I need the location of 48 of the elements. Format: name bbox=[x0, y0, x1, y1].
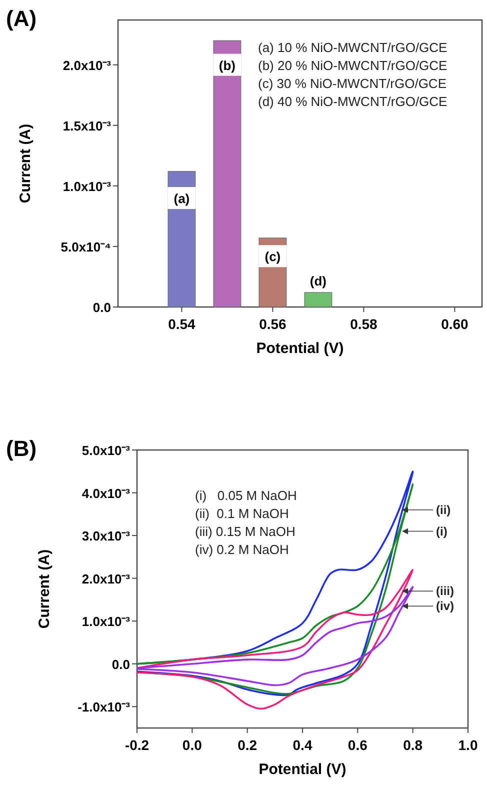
x-tick-label: 0.6 bbox=[348, 737, 368, 753]
text: (i) bbox=[436, 524, 448, 538]
y-tick-label: 5.0x10⁻³ bbox=[82, 443, 131, 458]
annotation: (iv) 0.2 M NaOH bbox=[195, 542, 289, 557]
y-tick-label: 1.5x10⁻³ bbox=[62, 118, 112, 134]
y-tick-label: 2.0x10⁻³ bbox=[62, 58, 112, 73]
annotation: (i) 0.05 M NaOH bbox=[195, 488, 297, 503]
x-tick-label: 1.0 bbox=[458, 737, 478, 753]
annotation: (b) bbox=[218, 58, 236, 73]
y-axis-title: Current (A) bbox=[17, 124, 34, 204]
x-tick-label: 0.0 bbox=[182, 737, 202, 753]
annotation: (a) bbox=[174, 191, 190, 206]
chart-title: (B) bbox=[6, 436, 37, 461]
y-tick-label: 0.0 bbox=[112, 656, 130, 672]
annotation: (b) 20 % NiO-MWCNT/rGO/GCE bbox=[258, 58, 448, 73]
x-tick-label: 0.2 bbox=[238, 737, 258, 753]
x-tick-label: 0.58 bbox=[350, 316, 378, 332]
x-axis-title: Potential (V) bbox=[258, 761, 346, 778]
text: (iii) bbox=[436, 584, 454, 598]
line-series bbox=[136, 568, 414, 710]
x-tick-label: 0.54 bbox=[168, 316, 196, 332]
x-tick-label: 0.60 bbox=[441, 316, 469, 332]
annotation: (d) bbox=[310, 273, 327, 288]
y-tick-label: 1.0x10⁻³ bbox=[62, 178, 112, 194]
y-tick-label: 1.0x10⁻³ bbox=[82, 614, 131, 630]
x-axis-title: Potential (V) bbox=[256, 340, 344, 357]
text: (ii) bbox=[436, 502, 451, 517]
annotation: (c) 30 % NiO-MWCNT/rGO/GCE bbox=[258, 76, 447, 91]
annotation: (iii) 0.15 M NaOH bbox=[195, 524, 296, 539]
y-tick-label: 2.0x10⁻³ bbox=[82, 571, 131, 586]
annotation: (a) 10 % NiO-MWCNT/rGO/GCE bbox=[258, 40, 448, 55]
y-tick-label: 0.0 bbox=[92, 300, 111, 315]
chart-title: (A) bbox=[6, 6, 37, 31]
x-tick-label: 0.8 bbox=[403, 737, 423, 753]
x-tick-label: 0.4 bbox=[292, 737, 312, 753]
bar bbox=[213, 40, 242, 308]
annotation: (ii) 0.1 M NaOH bbox=[195, 506, 289, 521]
text: (iv) bbox=[436, 599, 454, 614]
y-tick-label: 5.0x10⁻⁴ bbox=[60, 239, 111, 254]
y-axis-title: Current (A) bbox=[36, 549, 53, 629]
annotation: (d) 40 % NiO-MWCNT/rGO/GCE bbox=[258, 94, 448, 109]
y-tick-label: -1.0x10⁻³ bbox=[78, 700, 131, 715]
x-tick-label: -0.2 bbox=[124, 737, 150, 753]
x-tick-label: 0.56 bbox=[259, 316, 287, 332]
line-series bbox=[136, 586, 414, 686]
y-tick-label: 4.0x10⁻³ bbox=[82, 486, 131, 501]
annotation: (c) bbox=[264, 249, 281, 264]
y-tick-label: 3.0x10⁻³ bbox=[82, 528, 131, 544]
